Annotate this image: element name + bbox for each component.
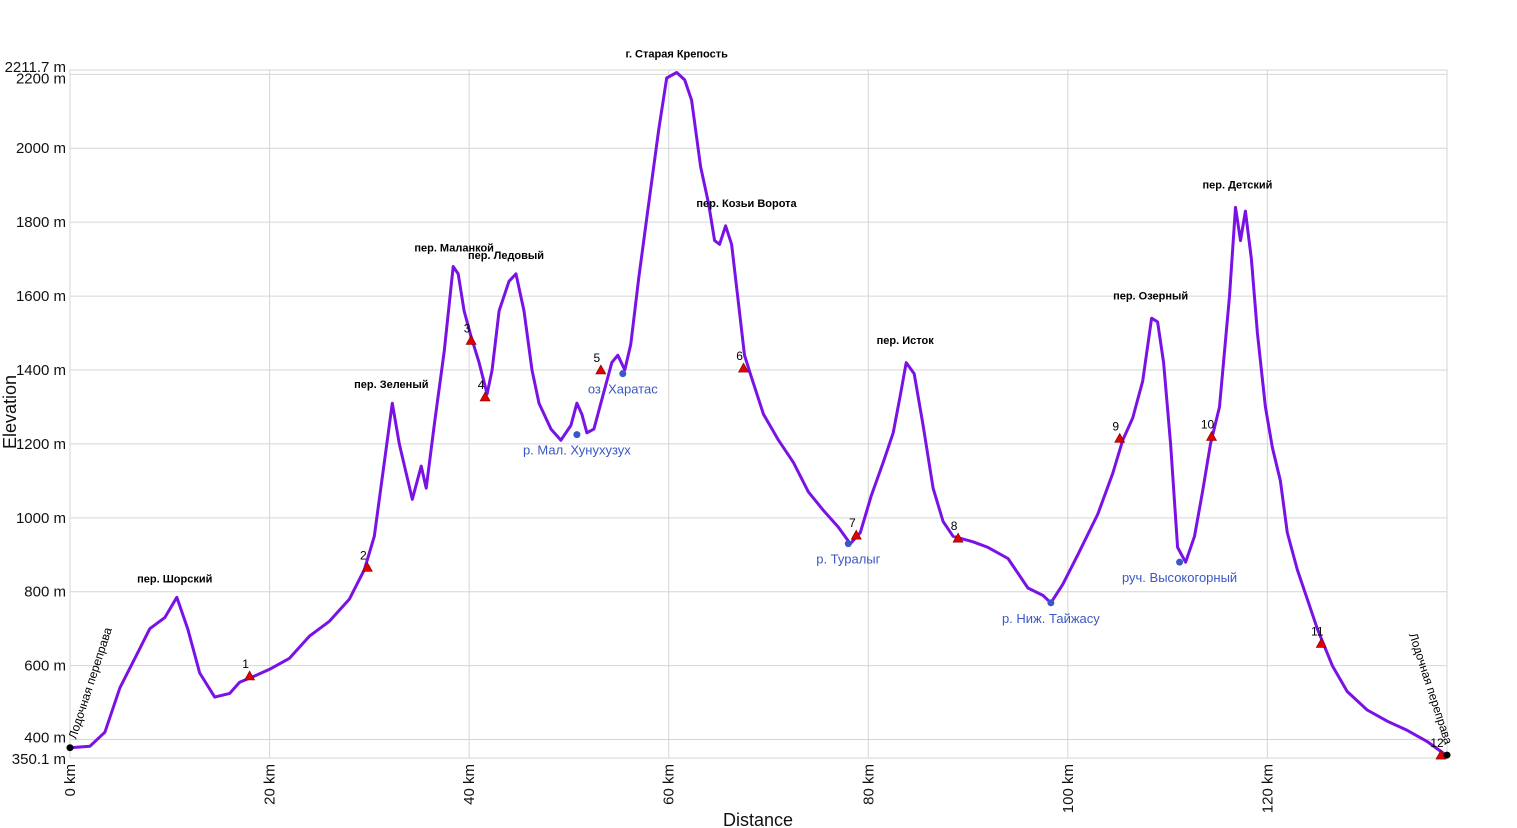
- waypoint-label: 7: [849, 516, 856, 530]
- peak-label: пер. Маланкой: [414, 243, 494, 255]
- waypoint-label: 1: [242, 657, 249, 671]
- waypoint-label: 11: [1311, 624, 1324, 638]
- waypoint-triangle: [1315, 637, 1327, 648]
- water-point-label: р. Мал. Хунухузух: [523, 443, 631, 458]
- waypoint-label: 12: [1430, 736, 1444, 750]
- y-tick-label: 400 m: [24, 730, 66, 747]
- peak-label: пер. Зеленый: [354, 379, 428, 391]
- x-tick-label: 60 km: [661, 764, 678, 805]
- endpoint-label: Лодочная переправа: [1406, 631, 1455, 746]
- y-tick-label: 600 m: [24, 658, 66, 675]
- y-tick-label: 1000 m: [16, 510, 66, 527]
- endpoint-dot: [1443, 751, 1451, 759]
- water-point-dot: [1176, 558, 1184, 566]
- x-tick-label: 0 km: [62, 764, 79, 797]
- waypoint-label: 10: [1201, 418, 1215, 432]
- waypoint-triangle: [361, 561, 373, 572]
- waypoint-triangle: [595, 364, 607, 375]
- plot-frame: [69, 69, 1448, 759]
- peak-label: пер. Озерный: [1113, 291, 1188, 303]
- y-tick-label: 1200 m: [16, 436, 66, 453]
- endpoint-dot: [66, 744, 74, 752]
- waypoint-label: 3: [464, 321, 471, 335]
- peak-label: пер. Козьи Ворота: [696, 198, 797, 210]
- waypoint-triangle: [952, 532, 964, 543]
- water-point-label: руч. Высокогорный: [1122, 570, 1237, 585]
- peak-label: пер. Шорский: [137, 573, 212, 585]
- waypoint-triangle: [1114, 432, 1126, 443]
- endpoint-markers: Лодочная переправа Лодочная переправа: [66, 625, 1456, 759]
- water-point-dot: [619, 370, 627, 378]
- water-point-dot: [844, 540, 852, 548]
- waypoint-label: 8: [951, 519, 958, 533]
- water-point-dot: [1047, 599, 1055, 607]
- waypoint-triangle: [479, 391, 491, 402]
- y-tick-label: 1600 m: [16, 288, 66, 305]
- y-tick-label: 2000 m: [16, 140, 66, 157]
- y-tick-label: 350.1 m: [12, 751, 66, 768]
- peak-label: пер. Детский: [1202, 180, 1272, 192]
- x-axis-title: Distance: [723, 810, 793, 828]
- grid: [69, 69, 1448, 759]
- y-tick-label: 1400 m: [16, 362, 66, 379]
- y-axis-title: Elevation: [0, 375, 20, 449]
- water-markers: оз. Харатас р. Мал. Хунухузух р. Туралыг р.…: [523, 370, 1237, 626]
- x-tick-label: 20 km: [262, 764, 279, 805]
- waypoint-label: 2: [360, 548, 367, 562]
- waypoint-triangle: [738, 362, 750, 373]
- water-point-label: р. Туралыг: [816, 552, 880, 567]
- x-tick-label: 40 km: [461, 764, 478, 805]
- x-axis-ticks: 0 km 20 km 40 km 60 km 80 km 100 km 120 km: [62, 764, 1276, 813]
- x-tick-label: 80 km: [860, 764, 877, 805]
- y-tick-label: 800 m: [24, 584, 66, 601]
- waypoint-triangle: [850, 529, 862, 540]
- water-point-label: оз. Харатас: [588, 382, 658, 397]
- waypoint-triangle: [1206, 430, 1218, 441]
- y-tick-label: 1800 m: [16, 214, 66, 231]
- water-point-dot: [573, 431, 581, 439]
- y-tick-label: 2200 m: [16, 70, 66, 87]
- waypoint-label: 9: [1112, 419, 1119, 433]
- waypoint-label: 6: [736, 349, 743, 363]
- waypoint-label: 4: [478, 378, 485, 392]
- x-tick-label: 100 km: [1060, 764, 1077, 813]
- peak-label: г. Старая Крепость: [625, 48, 728, 60]
- waypoint-triangle: [244, 670, 256, 681]
- waypoint-triangle: [1435, 749, 1447, 760]
- waypoint-triangle: [465, 334, 477, 345]
- water-point-label: р. Ниж. Тайжасу: [1002, 611, 1100, 626]
- elevation-profile-line: [68, 71, 1448, 757]
- y-tick-label: 2211.7 m: [5, 59, 66, 76]
- waypoint-label: 5: [593, 351, 600, 365]
- x-tick-label: 120 km: [1259, 764, 1276, 813]
- peak-label: пер. Исток: [877, 335, 935, 347]
- peak-label: пер. Ледовый: [468, 250, 544, 262]
